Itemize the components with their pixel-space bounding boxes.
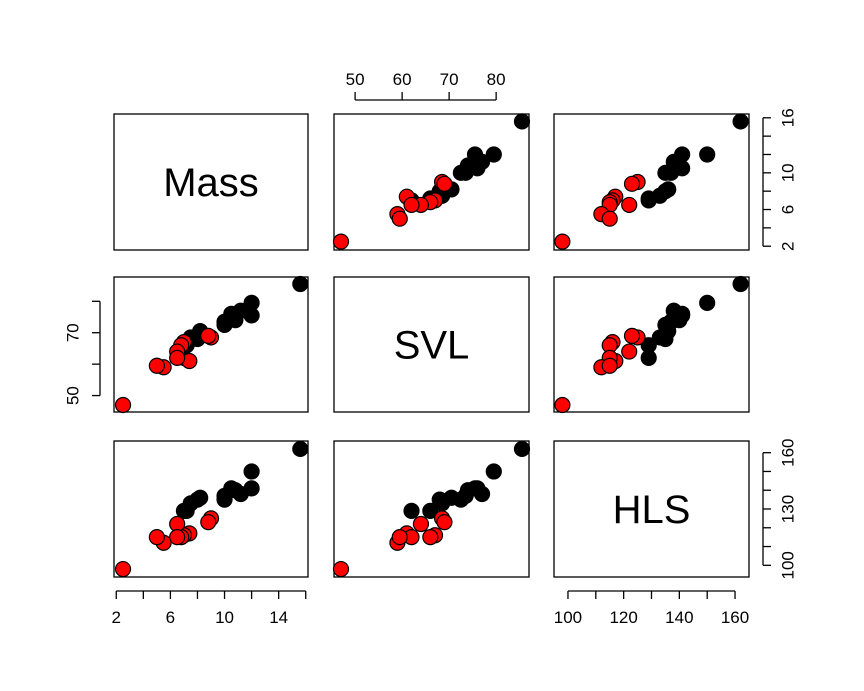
data-point-red xyxy=(169,349,186,366)
data-point-black xyxy=(657,164,674,181)
data-point-red xyxy=(148,357,165,374)
panel-mass-vs-hls xyxy=(554,113,749,250)
data-point-black xyxy=(292,275,309,293)
data-point-black xyxy=(175,502,193,519)
data-point-red xyxy=(412,515,430,533)
data-point-red xyxy=(554,396,571,414)
panel-frame-hls-svl xyxy=(333,440,530,578)
data-point-black xyxy=(513,113,531,130)
svl-top-tick-label: 80 xyxy=(487,70,506,89)
hls-right-tick-label: 130 xyxy=(778,495,797,523)
mass-bottom-tick-label: 6 xyxy=(166,608,175,627)
data-point-black xyxy=(640,349,657,366)
data-point-red xyxy=(114,396,132,414)
data-point-black xyxy=(452,164,469,181)
mass-bottom-tick-label: 14 xyxy=(269,608,288,627)
svl-left-tick-label: 70 xyxy=(63,323,82,342)
data-point-red xyxy=(332,233,350,250)
scatter-points xyxy=(114,113,749,578)
data-point-red xyxy=(554,233,571,250)
mass-right-tick-label: 2 xyxy=(778,241,797,250)
svl-top-tick-label: 50 xyxy=(346,70,365,89)
panel-frame-svl-hls xyxy=(553,276,750,413)
data-point-red xyxy=(422,529,439,546)
variable-label-hls: HLS xyxy=(613,488,691,532)
data-point-black xyxy=(216,316,233,333)
svl-top-tick-label: 70 xyxy=(440,70,459,89)
matrix-axes: 50 60 70 80 2 6 10 16 50 70 2 6 10 14 100 120 140 160 100 1… xyxy=(63,70,797,627)
data-point-black xyxy=(292,440,309,458)
data-point-red xyxy=(169,529,186,546)
variable-label-svl: SVL xyxy=(394,324,470,368)
data-point-red xyxy=(114,560,132,578)
data-point-black xyxy=(732,113,749,130)
data-point-red xyxy=(436,175,453,192)
data-point-red xyxy=(200,514,217,531)
data-point-black xyxy=(422,502,439,519)
panel-frame-mass-svl xyxy=(333,113,530,251)
panel-frame-mass-mass xyxy=(113,113,309,251)
data-point-red xyxy=(391,210,408,227)
panel-svl-vs-mass xyxy=(114,275,309,414)
panel-frame-hls-hls xyxy=(553,440,750,578)
data-point-black xyxy=(216,491,233,508)
data-point-red xyxy=(148,529,165,546)
data-point-red xyxy=(621,343,638,360)
data-point-black xyxy=(403,502,420,519)
mass-right-tick-label: 6 xyxy=(778,205,797,214)
svl-left-tick-label: 50 xyxy=(63,386,82,405)
mass-right-tick-label: 10 xyxy=(778,163,797,182)
data-point-black xyxy=(485,146,502,163)
data-point-red xyxy=(621,196,638,214)
variable-labels: Mass SVL HLS xyxy=(163,161,690,532)
panel-frames xyxy=(113,113,750,578)
svl-top-tick-label: 60 xyxy=(393,70,412,89)
data-point-black xyxy=(485,463,502,480)
hls-bottom-tick-label: 120 xyxy=(609,608,637,627)
data-point-black xyxy=(243,463,260,480)
data-point-black xyxy=(699,294,716,311)
data-point-black xyxy=(469,480,486,497)
variable-label-mass: Mass xyxy=(163,161,259,205)
data-point-red xyxy=(436,514,453,531)
panel-svl-vs-hls xyxy=(554,275,749,414)
panel-frame-svl-mass xyxy=(113,276,309,413)
panel-mass-vs-svl xyxy=(332,113,531,250)
mass-bottom-tick-label: 2 xyxy=(112,608,121,627)
panel-hls-vs-svl xyxy=(332,440,531,578)
data-point-red xyxy=(623,175,641,192)
hls-bottom-tick-label: 160 xyxy=(721,608,749,627)
hls-right-tick-label: 160 xyxy=(778,439,797,467)
mass-right-tick-label: 16 xyxy=(778,108,797,127)
hls-bottom-tick-label: 100 xyxy=(554,608,582,627)
data-point-black xyxy=(513,440,531,458)
panel-frame-svl-svl xyxy=(333,276,530,413)
data-point-red xyxy=(601,357,618,374)
data-point-black xyxy=(640,192,657,209)
data-point-red xyxy=(200,327,217,344)
panel-frame-mass-hls xyxy=(553,113,750,251)
panel-frame-hls-mass xyxy=(113,440,309,578)
mass-bottom-tick-label: 10 xyxy=(215,608,234,627)
data-point-black xyxy=(699,146,716,163)
data-point-red xyxy=(391,529,408,546)
data-point-red xyxy=(403,196,420,214)
hls-right-tick-label: 100 xyxy=(778,551,797,579)
data-point-black xyxy=(732,275,749,293)
data-point-black xyxy=(674,305,691,322)
data-point-red xyxy=(332,560,350,578)
hls-bottom-tick-label: 140 xyxy=(665,608,693,627)
panel-hls-vs-mass xyxy=(114,440,309,578)
data-point-red xyxy=(601,210,618,227)
data-point-black xyxy=(651,329,668,346)
data-point-red xyxy=(623,327,641,344)
